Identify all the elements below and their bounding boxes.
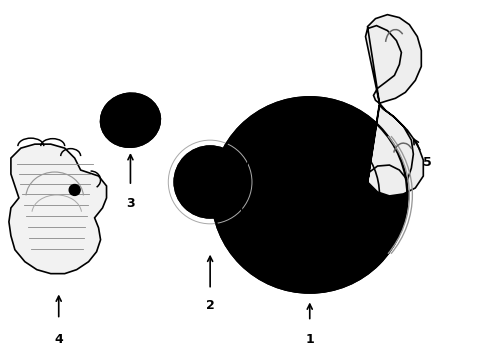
Text: 1: 1 xyxy=(305,333,314,346)
Circle shape xyxy=(229,167,236,174)
Circle shape xyxy=(297,207,302,212)
Polygon shape xyxy=(368,103,423,196)
Circle shape xyxy=(174,146,246,218)
Circle shape xyxy=(324,187,329,192)
Text: 5: 5 xyxy=(423,156,432,168)
Circle shape xyxy=(201,173,219,191)
Text: 3: 3 xyxy=(126,197,135,210)
Circle shape xyxy=(200,153,210,162)
Text: 4: 4 xyxy=(54,333,63,346)
Circle shape xyxy=(212,97,407,293)
Polygon shape xyxy=(366,15,421,103)
Polygon shape xyxy=(9,144,106,274)
Circle shape xyxy=(307,175,312,180)
Circle shape xyxy=(196,200,205,209)
Circle shape xyxy=(227,165,236,174)
Circle shape xyxy=(183,177,190,184)
Circle shape xyxy=(203,156,209,162)
Circle shape xyxy=(318,207,323,212)
Circle shape xyxy=(299,184,321,206)
Circle shape xyxy=(226,197,233,203)
Circle shape xyxy=(224,194,233,203)
Circle shape xyxy=(181,175,190,184)
Circle shape xyxy=(290,187,295,192)
Circle shape xyxy=(69,184,80,195)
Circle shape xyxy=(284,169,336,221)
Ellipse shape xyxy=(114,105,147,135)
Ellipse shape xyxy=(100,93,160,147)
Circle shape xyxy=(123,113,137,127)
Text: 2: 2 xyxy=(206,299,215,312)
Circle shape xyxy=(198,203,204,209)
